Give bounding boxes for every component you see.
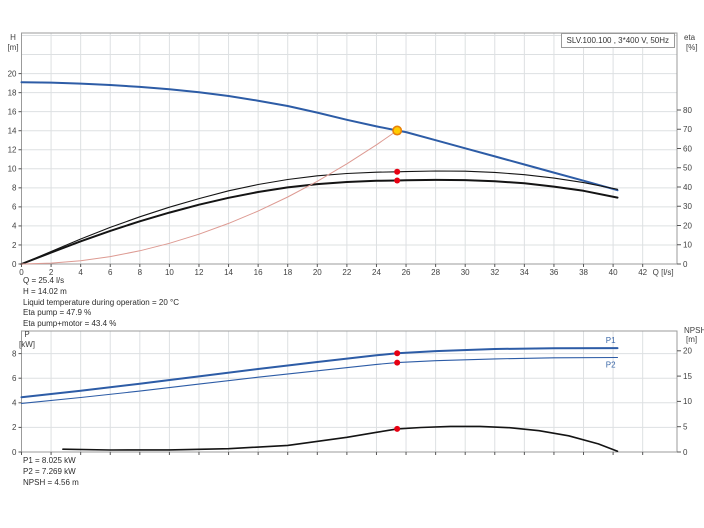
- p2-point: [394, 359, 401, 366]
- x-axis-unit-label: Q [l/s]: [653, 268, 674, 277]
- left-tick-label: 16: [8, 107, 17, 116]
- x-tick-label: 40: [609, 268, 618, 277]
- readout-liquid-temp: Liquid temperature during operation = 20…: [23, 297, 179, 307]
- right-axis-title: [%]: [686, 43, 698, 52]
- readout-eta-pump-motor: Eta pump+motor = 43.4 %: [23, 319, 117, 329]
- x-tick-label: 22: [342, 268, 351, 277]
- x-tick-label: 18: [283, 268, 292, 277]
- eta-pump-motor-curve: [20, 178, 619, 265]
- readout-q: Q = 25.4 l/s: [23, 276, 65, 285]
- duty-point-readout: Q = 25.4 l/s H = 14.02 m Liquid temperat…: [23, 276, 179, 330]
- left-tick-label: 6: [12, 203, 17, 212]
- right-axis-title: eta: [684, 33, 696, 42]
- x-tick-label: 34: [520, 268, 529, 277]
- x-tick-label: 6: [108, 268, 113, 277]
- left-tick-label: 12: [8, 146, 17, 155]
- left-tick-label: 6: [12, 374, 17, 383]
- x-tick-label: 4: [78, 268, 83, 277]
- right-tick-label: 10: [683, 397, 692, 406]
- x-tick-label: 24: [372, 268, 381, 277]
- x-tick-label: 26: [402, 268, 411, 277]
- p1-curve: [20, 347, 619, 399]
- x-tick-label: 32: [490, 268, 499, 277]
- x-tick-label: 10: [165, 268, 174, 277]
- right-tick-label: 50: [683, 164, 692, 173]
- right-tick-label: 5: [683, 423, 688, 432]
- readout-npsh: NPSH = 4.56 m: [23, 477, 79, 487]
- eta-pump-curve: [20, 170, 619, 265]
- pump-model-label: SLV.100.100 , 3*400 V, 50Hz: [560, 33, 675, 48]
- left-tick-label: 2: [12, 241, 17, 250]
- left-tick-label: 14: [8, 127, 17, 136]
- right-tick-label: 15: [683, 372, 692, 381]
- left-axis-title: H: [10, 33, 16, 42]
- eta-pump-point: [394, 168, 401, 175]
- left-axis-title: P: [24, 330, 29, 339]
- x-tick-label: 14: [224, 268, 233, 277]
- x-tick-label: 30: [461, 268, 470, 277]
- right-tick-label: 80: [683, 106, 692, 115]
- readout-p1: P1 = 8.025 kW: [23, 456, 76, 465]
- right-tick-label: 70: [683, 125, 692, 134]
- left-tick-label: 4: [12, 222, 17, 231]
- right-tick-label: 40: [683, 183, 692, 192]
- right-tick-label: 0: [683, 448, 688, 457]
- x-tick-label: 36: [549, 268, 558, 277]
- x-tick-label: 12: [195, 268, 204, 277]
- plot-border: [21, 32, 678, 265]
- left-tick-label: 8: [12, 184, 17, 193]
- right-tick-label: 20: [683, 221, 692, 230]
- readout-eta-pump: Eta pump = 47.9 %: [23, 308, 92, 318]
- left-axis-title: [kW]: [19, 340, 35, 349]
- power-readout: P1 = 8.025 kW P2 = 7.269 kW NPSH = 4.56 …: [23, 456, 79, 488]
- left-tick-label: 2: [12, 423, 17, 432]
- p1-point: [394, 350, 401, 357]
- left-tick-label: 20: [8, 69, 17, 78]
- x-tick-label: 28: [431, 268, 440, 277]
- eta-pump-motor-point: [394, 177, 401, 184]
- x-tick-label: 42: [638, 268, 647, 277]
- right-axis-title: NPSH: [684, 326, 704, 335]
- p2-curve: [20, 356, 619, 404]
- plot-border: [21, 330, 678, 453]
- npsh-point: [394, 425, 401, 432]
- right-tick-label: 10: [683, 241, 692, 250]
- right-tick-label: 20: [683, 347, 692, 356]
- left-tick-label: 4: [12, 399, 17, 408]
- right-axis-title: [m]: [686, 335, 697, 344]
- system-curve: [21, 130, 398, 265]
- x-tick-label: 0: [19, 268, 24, 277]
- x-tick-label: 2: [49, 268, 54, 277]
- x-tick-label: 8: [138, 268, 143, 277]
- readout-p2: P2 = 7.269 kW: [23, 466, 76, 476]
- series-label-p1: P1: [606, 336, 616, 345]
- npsh-curve: [62, 425, 619, 453]
- x-tick-label: 20: [313, 268, 322, 277]
- series-label-p2: P2: [606, 361, 616, 370]
- readout-h: H = 14.02 m: [23, 286, 67, 296]
- left-tick-label: 8: [12, 349, 17, 358]
- left-tick-label: 0: [12, 260, 17, 269]
- left-tick-label: 18: [8, 88, 17, 97]
- right-tick-label: 30: [683, 202, 692, 211]
- left-tick-label: 10: [8, 165, 17, 174]
- x-tick-label: 38: [579, 268, 588, 277]
- left-axis-title: [m]: [7, 43, 18, 52]
- right-tick-label: 0: [683, 260, 688, 269]
- right-tick-label: 60: [683, 144, 692, 153]
- duty-point[interactable]: [392, 125, 403, 136]
- pump-head-curve[interactable]: [20, 81, 619, 192]
- left-tick-label: 0: [12, 448, 17, 457]
- x-tick-label: 16: [254, 268, 263, 277]
